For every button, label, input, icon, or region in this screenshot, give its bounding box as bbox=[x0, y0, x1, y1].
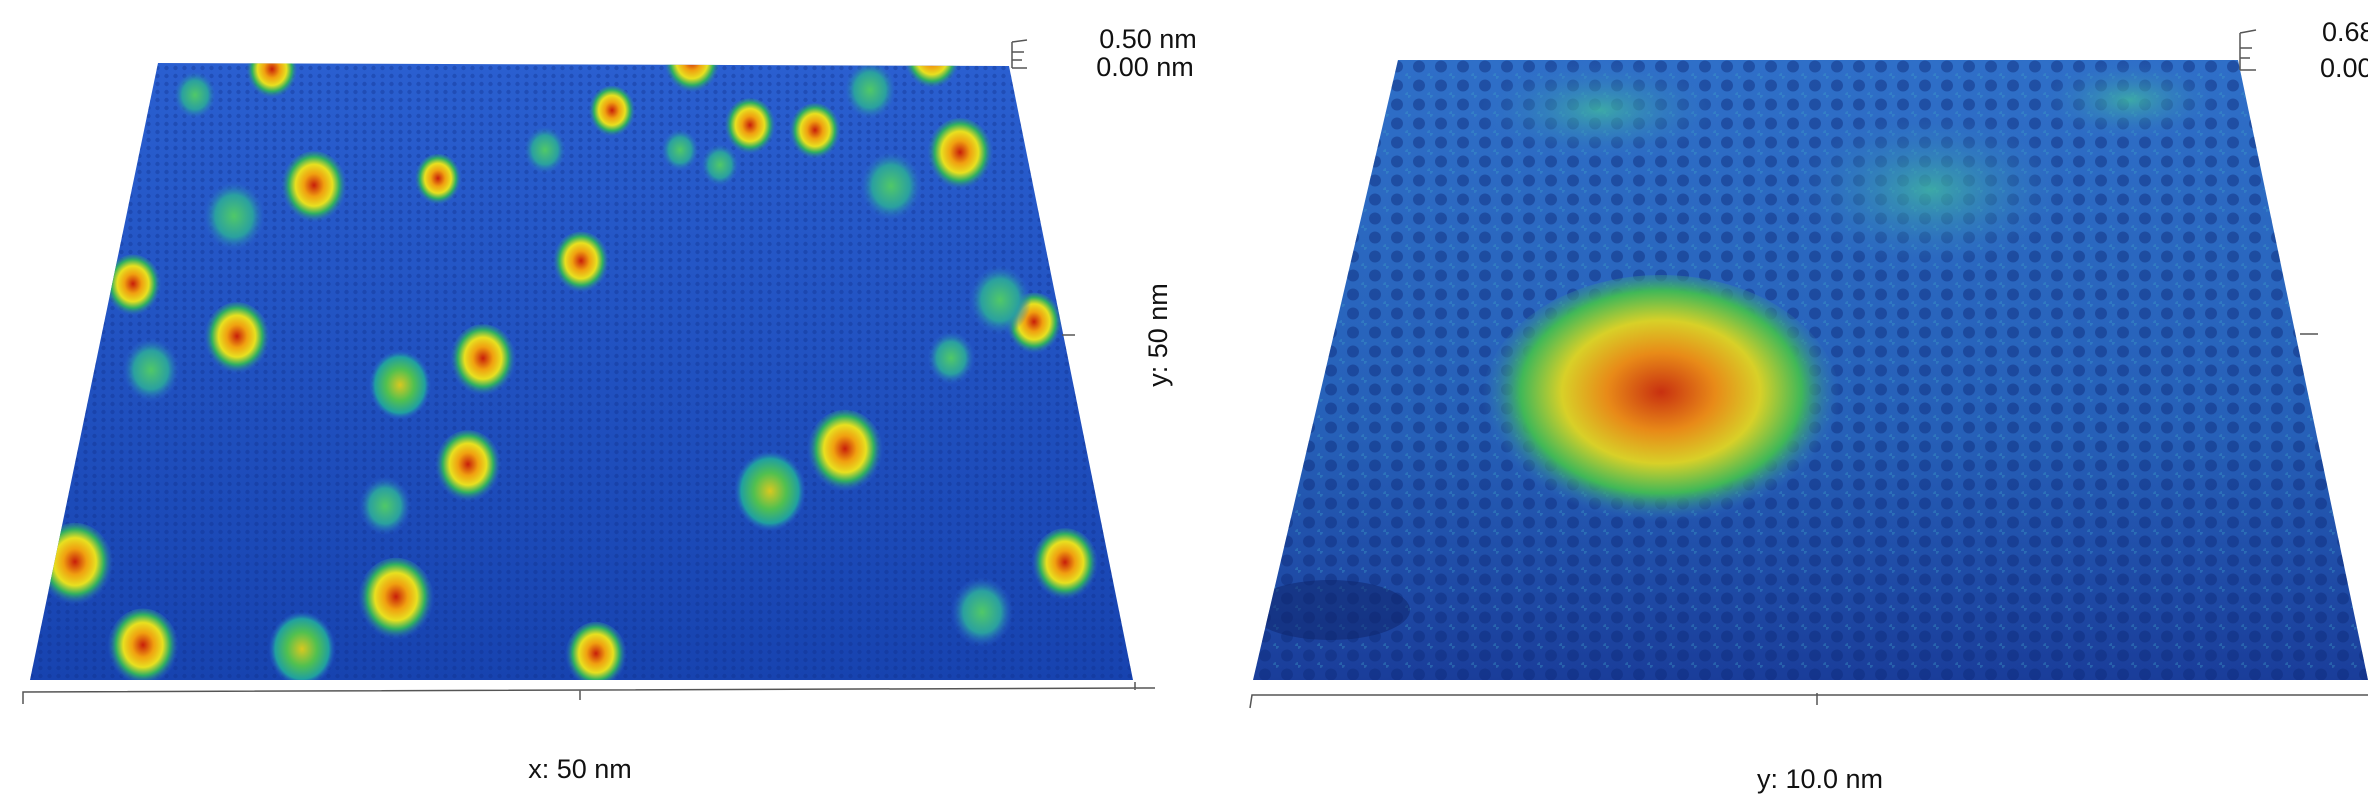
x-axis bbox=[1250, 693, 2368, 708]
adsorbate bbox=[523, 126, 566, 175]
left-surface bbox=[30, 28, 1133, 693]
x-axis bbox=[23, 682, 1155, 704]
ridge bbox=[1790, 110, 2070, 270]
z-max-label: 0.50 nm bbox=[1099, 24, 1197, 54]
page: 0.50 nm 0.00 nm y: 50 nm x: 50 nm 0.68 0… bbox=[0, 0, 2368, 794]
z-max-label: 0.68 bbox=[2322, 17, 2368, 47]
adsorbate bbox=[203, 302, 270, 378]
adsorbate bbox=[369, 350, 431, 420]
adsorbate bbox=[107, 609, 179, 690]
adsorbate bbox=[734, 451, 806, 532]
x-axis-label: y: 10.0 nm bbox=[1757, 764, 1883, 794]
z-min-label: 0.00 bbox=[2320, 53, 2368, 83]
adsorbate bbox=[552, 232, 610, 297]
adsorbate bbox=[280, 151, 347, 227]
adsorbate bbox=[860, 151, 922, 221]
adsorbate bbox=[903, 28, 961, 93]
right-surface bbox=[1250, 60, 2368, 680]
adsorbate bbox=[663, 32, 721, 97]
adsorbate bbox=[358, 558, 435, 644]
adsorbate bbox=[1031, 528, 1098, 604]
adsorbate bbox=[789, 103, 842, 162]
adsorbate bbox=[434, 430, 501, 506]
ridge bbox=[1480, 60, 1720, 160]
adsorbate bbox=[359, 476, 412, 535]
z-scale bbox=[1012, 40, 1027, 68]
adsorbate bbox=[104, 255, 162, 320]
adsorbate bbox=[844, 60, 897, 119]
adsorbate bbox=[951, 577, 1013, 647]
adsorbate bbox=[565, 622, 627, 692]
adsorbate bbox=[449, 324, 516, 400]
island bbox=[1481, 275, 1841, 535]
depression bbox=[1250, 580, 1410, 640]
adsorbate bbox=[173, 71, 216, 120]
adsorbate bbox=[122, 338, 180, 403]
figure: 0.50 nm 0.00 nm y: 50 nm x: 50 nm 0.68 0… bbox=[0, 0, 2368, 794]
adsorbate bbox=[926, 118, 993, 194]
z-scale bbox=[2240, 30, 2256, 70]
adsorbate bbox=[588, 86, 636, 140]
x-axis-label: x: 50 nm bbox=[528, 754, 632, 784]
adsorbate bbox=[661, 128, 699, 171]
adsorbate bbox=[807, 410, 884, 496]
adsorbate bbox=[927, 331, 975, 385]
adsorbate bbox=[268, 611, 335, 687]
ridge bbox=[2040, 60, 2220, 140]
adsorbate bbox=[203, 181, 265, 251]
adsorbate bbox=[701, 143, 739, 186]
y-axis-label: y: 50 nm bbox=[1143, 283, 1173, 387]
adsorbate bbox=[37, 523, 114, 609]
adsorbate bbox=[414, 154, 462, 208]
adsorbate bbox=[246, 42, 299, 101]
adsorbate bbox=[969, 265, 1031, 335]
z-min-label: 0.00 nm bbox=[1096, 52, 1194, 82]
